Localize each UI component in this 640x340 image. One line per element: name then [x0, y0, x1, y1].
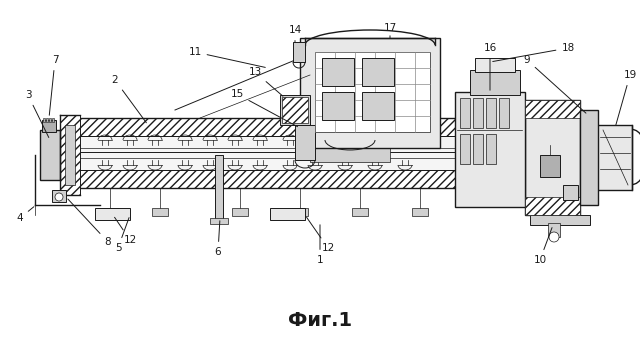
Bar	[210, 218, 228, 224]
Bar	[52, 190, 66, 202]
Bar	[475, 58, 515, 72]
Text: 7: 7	[49, 55, 58, 115]
Text: 8: 8	[68, 199, 111, 247]
Ellipse shape	[549, 232, 559, 242]
Ellipse shape	[55, 193, 63, 201]
Bar	[295, 125, 315, 160]
Bar	[315, 52, 430, 132]
Bar	[470, 70, 520, 95]
Bar	[525, 100, 580, 118]
Bar	[530, 215, 590, 225]
Bar	[300, 38, 440, 148]
Bar	[75, 136, 530, 170]
Bar	[232, 208, 248, 216]
Text: 16: 16	[483, 43, 497, 90]
Bar	[282, 97, 308, 123]
Text: 12: 12	[307, 217, 335, 253]
Text: Фиг.1: Фиг.1	[288, 310, 352, 329]
Bar	[525, 197, 580, 215]
Text: 14: 14	[289, 25, 301, 42]
Text: 17: 17	[383, 23, 397, 38]
Bar	[310, 132, 390, 162]
Bar	[280, 95, 310, 125]
Bar	[460, 98, 470, 128]
Bar	[102, 208, 118, 216]
Bar	[293, 42, 305, 62]
Text: 15: 15	[230, 89, 298, 127]
Bar	[580, 110, 598, 205]
Bar	[486, 134, 496, 164]
Bar	[95, 208, 130, 220]
Text: 12: 12	[115, 217, 136, 245]
Bar	[49, 118, 51, 122]
Text: 9: 9	[524, 55, 586, 113]
Bar	[525, 100, 580, 215]
Bar	[43, 118, 45, 122]
Bar	[362, 92, 394, 120]
Text: 1: 1	[317, 225, 323, 265]
Bar	[540, 155, 560, 177]
Bar	[473, 98, 483, 128]
Text: 6: 6	[214, 221, 221, 257]
Bar	[486, 98, 496, 128]
Bar	[322, 92, 354, 120]
Bar	[473, 134, 483, 164]
Bar	[40, 130, 60, 180]
Text: 11: 11	[188, 47, 266, 67]
Bar	[46, 118, 48, 122]
Bar	[52, 118, 54, 122]
Bar	[548, 223, 560, 237]
Bar	[455, 92, 525, 207]
Bar	[60, 115, 80, 195]
Text: 18: 18	[493, 43, 575, 62]
Text: 13: 13	[248, 67, 283, 96]
Text: 10: 10	[533, 227, 552, 265]
Text: 3: 3	[25, 90, 49, 137]
Bar	[75, 170, 530, 188]
Text: 19: 19	[616, 70, 637, 125]
Bar	[75, 118, 530, 136]
Bar	[152, 208, 168, 216]
Bar	[597, 125, 632, 190]
Bar	[215, 155, 223, 220]
Text: 4: 4	[17, 207, 34, 223]
Bar	[362, 58, 394, 86]
Text: 2: 2	[112, 75, 147, 123]
Bar	[460, 134, 470, 164]
Text: 5: 5	[115, 218, 129, 253]
Bar	[412, 208, 428, 216]
Bar	[292, 208, 308, 216]
Bar	[563, 185, 578, 200]
Bar	[42, 120, 56, 132]
Bar	[65, 125, 75, 185]
Bar	[270, 208, 305, 220]
Bar	[322, 58, 354, 86]
Bar	[352, 208, 368, 216]
Bar	[499, 98, 509, 128]
